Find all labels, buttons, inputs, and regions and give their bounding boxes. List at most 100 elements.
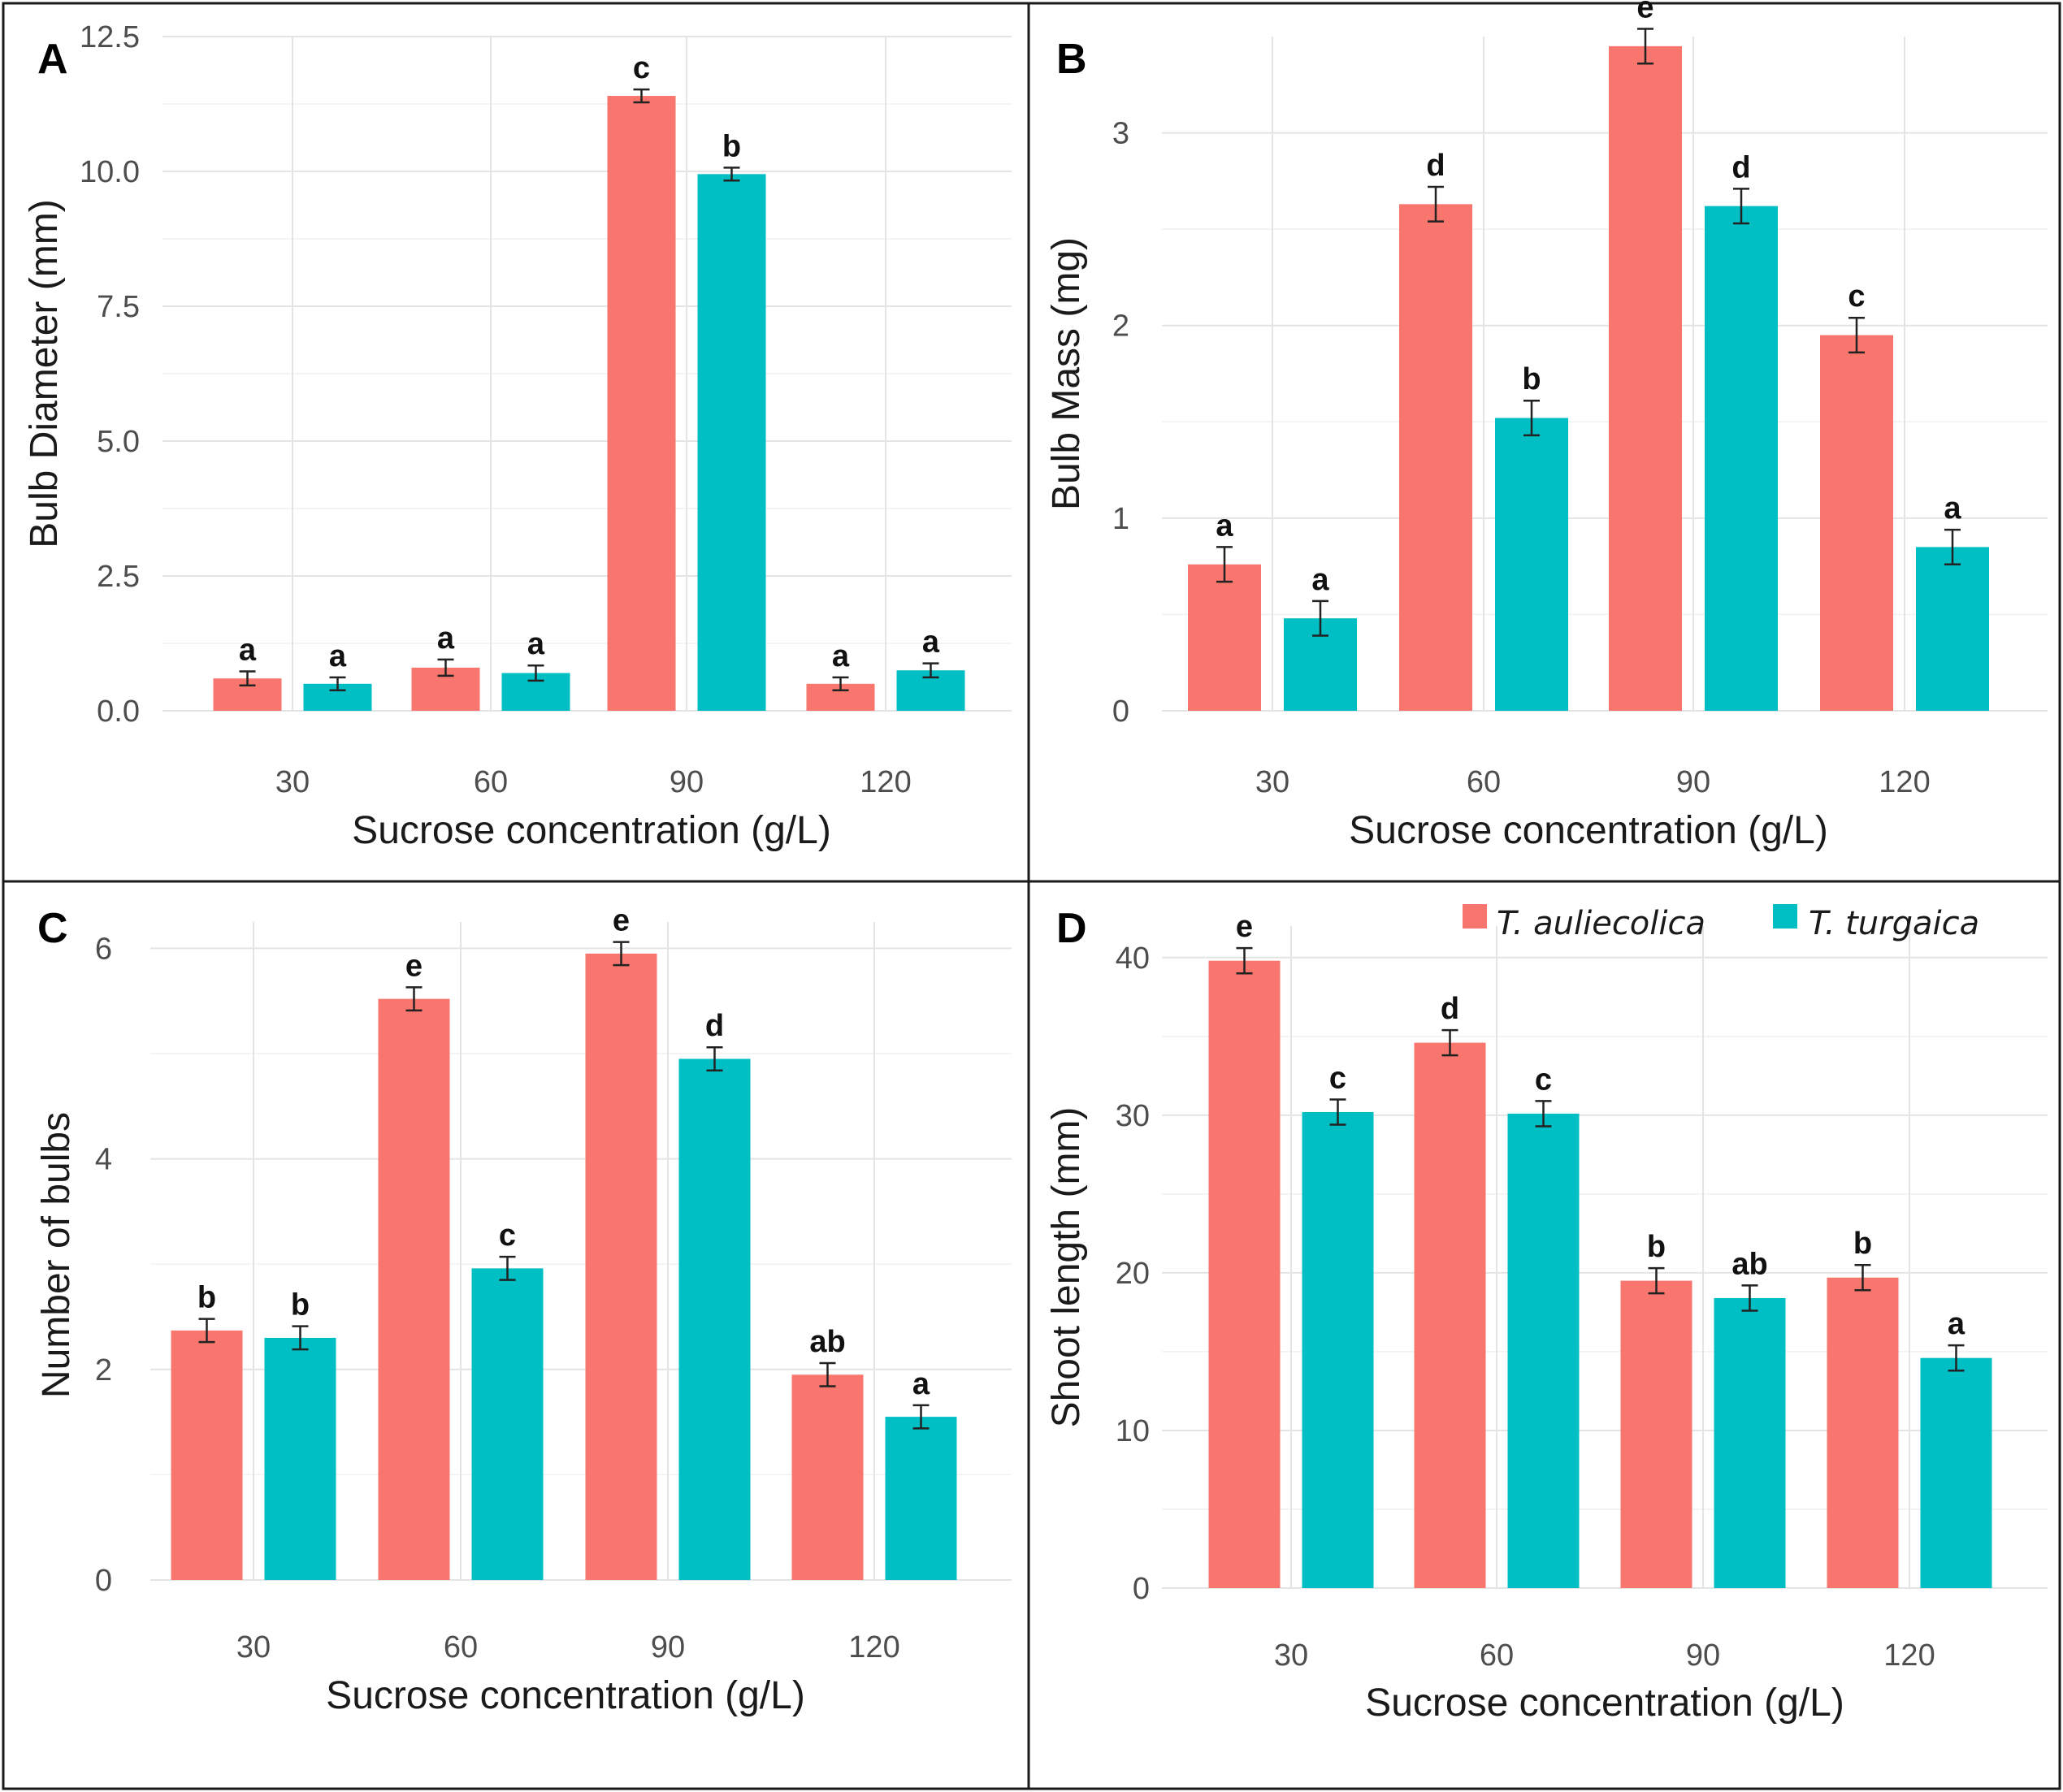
error-bar	[239, 670, 256, 687]
y-tick-label: 0	[95, 1564, 112, 1598]
panel-letter: B	[1056, 36, 1087, 83]
significance-label: a	[437, 621, 455, 656]
bar-t-turgaica-120	[885, 1417, 957, 1580]
significance-label: a	[922, 625, 940, 660]
bar-t-auliecolica-60	[1399, 204, 1472, 712]
panel-c: 0 2 4 6 b e e ab b c d a 30 60 90 120 Sucrose concentrat…	[35, 904, 1012, 1717]
y-tick-label: 0	[1133, 1572, 1150, 1606]
error-bar	[1523, 399, 1540, 437]
error-bar	[1854, 1263, 1871, 1292]
bar-t-turgaica-120	[1916, 547, 1989, 711]
significance-label: d	[1731, 150, 1750, 184]
significance-label: c	[499, 1218, 516, 1253]
error-bar	[292, 1325, 309, 1351]
significance-label: b	[1853, 1227, 1872, 1261]
significance-label: d	[705, 1009, 724, 1043]
bar-t-auliecolica-60	[378, 998, 450, 1580]
bar-t-turgaica-60	[1495, 418, 1568, 711]
y-tick-label: 0	[1112, 695, 1129, 729]
error-bar	[1329, 1098, 1346, 1126]
y-tick-label: 0.0	[97, 695, 140, 729]
significance-label: c	[1535, 1063, 1552, 1097]
error-bar	[912, 1404, 930, 1430]
bar-t-auliecolica-60	[1414, 1042, 1486, 1588]
x-tick-label: 30	[1274, 1638, 1308, 1673]
significance-label: ab	[1731, 1247, 1767, 1281]
bar-t-auliecolica-30	[171, 1330, 243, 1580]
y-tick-label: 2	[1112, 309, 1129, 344]
significance-label: b	[722, 129, 741, 163]
significance-label: a	[1311, 563, 1329, 597]
panel-letter: A	[37, 36, 68, 83]
significance-label: a	[329, 639, 347, 673]
legend-swatch	[1773, 904, 1797, 928]
bar-t-turgaica-30	[264, 1337, 336, 1580]
significance-label: e	[613, 904, 630, 938]
panel-frame-3	[1027, 880, 2061, 1790]
error-bar	[706, 1045, 723, 1071]
error-bar	[527, 664, 544, 682]
error-bar	[499, 1255, 516, 1281]
error-bar	[198, 1318, 215, 1344]
y-tick-label: 1	[1112, 502, 1129, 536]
significance-label: d	[1426, 149, 1445, 183]
x-tick-label: 120	[1879, 765, 1930, 799]
error-bar	[405, 986, 423, 1012]
error-bar	[1848, 316, 1865, 354]
x-tick-label: 90	[670, 765, 704, 799]
x-tick-label: 30	[275, 765, 310, 799]
y-tick-label: 5.0	[97, 425, 140, 459]
x-axis-title: Sucrose concentration (g/L)	[352, 809, 831, 852]
bar-t-turgaica-60	[471, 1268, 544, 1580]
x-tick-label: 90	[651, 1630, 685, 1664]
y-tick-label: 12.5	[80, 20, 140, 54]
error-bar	[633, 88, 650, 104]
x-axis-title: Sucrose concentration (g/L)	[1349, 809, 1828, 852]
significance-label: ab	[809, 1325, 845, 1359]
x-tick-label: 30	[236, 1630, 271, 1664]
y-tick-label: 10.0	[80, 155, 140, 189]
significance-label: e	[1636, 0, 1653, 25]
error-bar	[329, 676, 346, 692]
x-tick-label: 120	[860, 765, 911, 799]
significance-label: a	[1216, 509, 1233, 543]
x-axis-title: Sucrose concentration (g/L)	[326, 1674, 805, 1717]
error-bar	[613, 941, 630, 967]
y-tick-label: 40	[1116, 941, 1150, 976]
significance-label: a	[527, 627, 545, 661]
bar-t-turgaica-90	[678, 1058, 751, 1580]
x-tick-label: 60	[1467, 765, 1501, 799]
significance-label: a	[239, 634, 257, 668]
significance-label: c	[1848, 279, 1865, 314]
significance-label: d	[1441, 992, 1459, 1026]
significance-label: b	[1647, 1230, 1666, 1264]
panel-b: 0 1 2 3 a d e c a b d a 30 60 90 120 Sucrose concentrati…	[1045, 0, 2048, 852]
error-bar	[1535, 1100, 1552, 1128]
y-axis-title: Bulb Mass (mg)	[1045, 237, 1088, 510]
error-bar	[819, 1361, 836, 1387]
bar-t-auliecolica-120	[1827, 1277, 1899, 1588]
legend: T. auliecolica T. turgaica	[1463, 904, 1979, 942]
significance-label: a	[832, 639, 850, 673]
x-tick-label: 30	[1255, 765, 1289, 799]
panel-letter: C	[37, 905, 68, 952]
bar-t-auliecolica-90	[607, 96, 676, 712]
y-tick-label: 30	[1116, 1099, 1150, 1133]
legend-label: T. auliecolica	[1497, 905, 1705, 942]
legend-swatch	[1463, 904, 1487, 928]
significance-label: a	[912, 1367, 930, 1401]
x-tick-label: 60	[1480, 1638, 1514, 1673]
x-tick-label: 90	[1676, 765, 1710, 799]
error-bar	[1948, 1344, 1965, 1372]
x-tick-label: 60	[444, 1630, 478, 1664]
significance-label: c	[1329, 1061, 1346, 1095]
panel-d: 0 10 20 30 40 e d b b c c ab a 30 60 90 120 Sucrose conce…	[1045, 905, 2048, 1725]
significance-label: b	[291, 1288, 310, 1322]
error-bar	[832, 676, 849, 692]
panel-letter: D	[1056, 905, 1087, 952]
bar-t-turgaica-90	[1705, 206, 1778, 711]
panel-frame-0	[2, 2, 1030, 883]
bar-t-turgaica-90	[1714, 1297, 1786, 1588]
bar-t-auliecolica-120	[791, 1374, 864, 1580]
